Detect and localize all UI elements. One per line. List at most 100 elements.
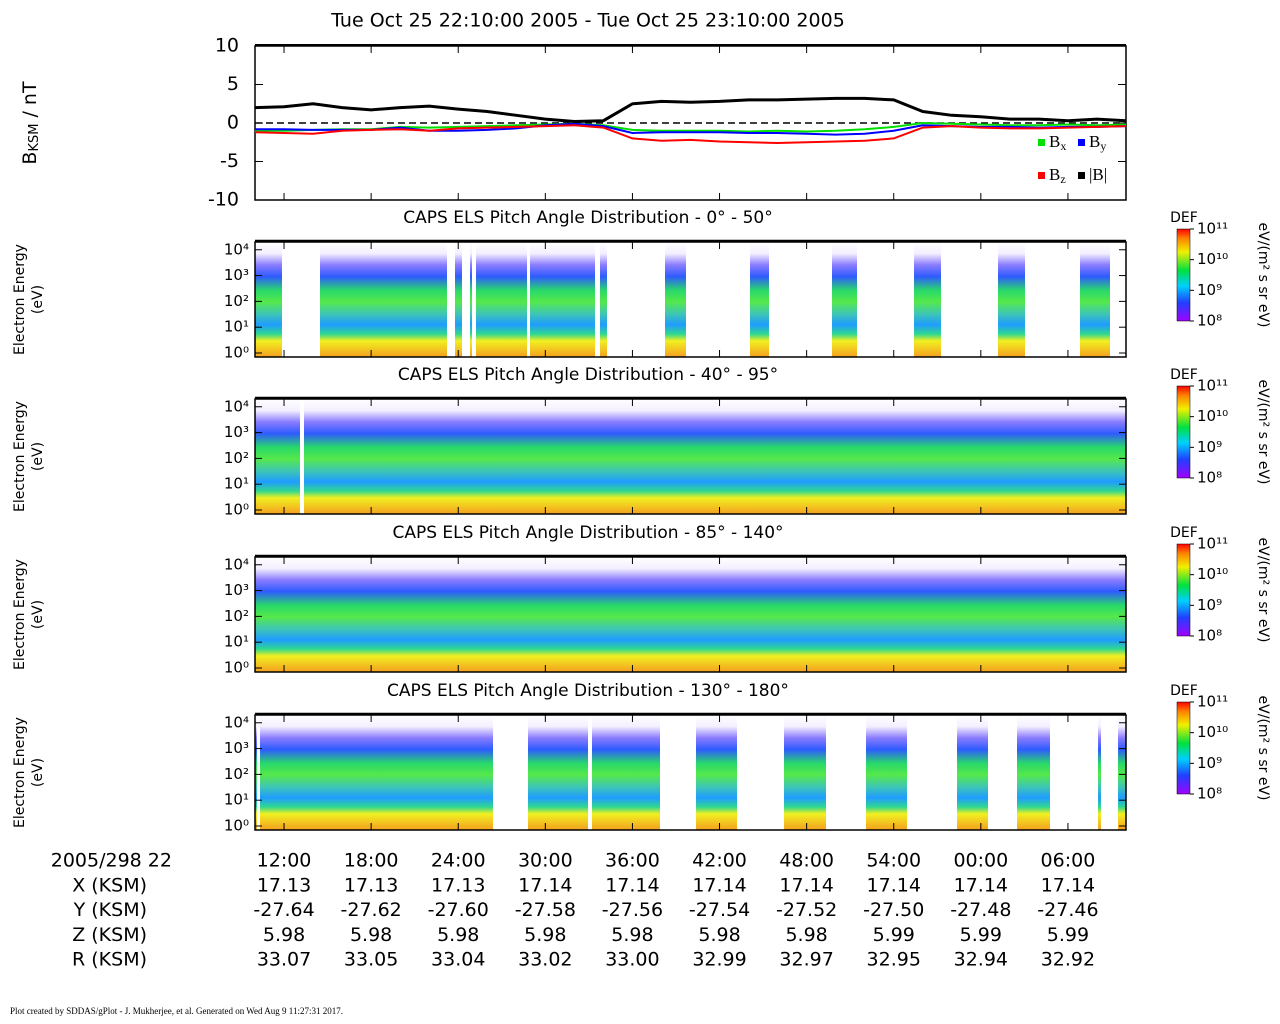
y-tick-label: 10⁴ — [224, 713, 249, 731]
y-axis-label: (eV) — [30, 285, 46, 314]
legend-swatch — [1078, 139, 1085, 146]
spectrogram — [255, 557, 1126, 672]
ephemeris-value: 32.97 — [779, 949, 833, 971]
colorbar-title: DEF — [1170, 210, 1198, 226]
ephemeris-value: 32.99 — [692, 949, 746, 971]
ephemeris-value: -27.60 — [428, 899, 489, 921]
y-tick-label: 10² — [224, 449, 249, 467]
y-axis-label: Electron Energy — [12, 401, 28, 512]
ephemeris-value: 33.04 — [431, 949, 485, 971]
ephemeris-value: 33.07 — [257, 949, 311, 971]
colorbar-title: DEF — [1170, 683, 1198, 699]
data-gap — [1101, 715, 1118, 830]
ephemeris-value: 17.14 — [605, 875, 659, 897]
legend-label: By — [1089, 132, 1106, 153]
x-tick-label: 06:00 — [1041, 850, 1096, 872]
ephemeris-row-label: X (KSM) — [72, 875, 147, 897]
ephemeris-value: 5.98 — [611, 924, 653, 946]
ephemeris-value: 5.99 — [873, 924, 915, 946]
data-gap — [595, 242, 600, 357]
data-gap — [857, 242, 914, 357]
legend-name: x — [1060, 139, 1066, 153]
ephemeris-value: -27.62 — [341, 899, 402, 921]
x-tick-label: 00:00 — [953, 850, 1008, 872]
y-tick-label: 10⁰ — [224, 659, 249, 677]
y-tick-label: 10³ — [224, 423, 249, 441]
colorbar-tick-label: 10⁸ — [1197, 627, 1222, 645]
data-gap — [988, 715, 1017, 830]
y-axis-label: Electron Energy — [12, 559, 28, 670]
colorbar-tick-label: 10¹¹ — [1197, 377, 1228, 395]
colorbar-unit: eV/(m² s sr eV) — [1255, 538, 1271, 643]
legend-swatch — [1038, 172, 1045, 179]
colorbar-tick-label: 10¹¹ — [1197, 535, 1228, 553]
colorbar-title: DEF — [1170, 367, 1198, 383]
ephemeris-value: 17.14 — [954, 875, 1008, 897]
data-gap — [257, 715, 260, 830]
y-tick-label: 10² — [224, 292, 249, 310]
data-gap — [769, 242, 832, 357]
panel-title: CAPS ELS Pitch Angle Distribution - 85° … — [392, 523, 783, 543]
y-tick-label: 10² — [224, 607, 249, 625]
ephemeris-value: 17.14 — [1041, 875, 1095, 897]
colorbar-tick-label: 10⁹ — [1197, 596, 1222, 614]
data-gap — [1025, 242, 1080, 357]
y-tick-label: 10³ — [224, 266, 249, 284]
panel-title: CAPS ELS Pitch Angle Distribution - 0° -… — [403, 208, 772, 228]
y-tick-label: 10 — [215, 35, 239, 57]
data-gap — [527, 242, 530, 357]
x-tick-label: 30:00 — [518, 850, 573, 872]
y-tick-label: 10⁴ — [224, 555, 249, 573]
y-axis-label: (eV) — [30, 758, 46, 787]
ephemeris-value: 5.98 — [263, 924, 305, 946]
ephemeris-value: 33.02 — [518, 949, 572, 971]
legend-label: Bx — [1049, 132, 1066, 153]
legend-label: Bz — [1049, 165, 1066, 186]
data-gap — [826, 715, 866, 830]
y-tick-label: 10⁴ — [224, 397, 249, 415]
ephemeris-value: -27.54 — [689, 899, 750, 921]
colorbar-tick-label: 10¹¹ — [1197, 693, 1228, 711]
legend-prefix: B — [1049, 165, 1060, 184]
ephemeris-value: 5.98 — [437, 924, 479, 946]
data-gap — [737, 715, 784, 830]
colorbar-tick-label: 10⁹ — [1197, 281, 1222, 299]
ephemeris-value: 5.99 — [960, 924, 1002, 946]
y-tick-label: 10² — [224, 765, 249, 783]
colorbar — [1176, 385, 1191, 479]
colorbar-unit: eV/(m² s sr eV) — [1255, 223, 1271, 328]
colorbar — [1176, 228, 1191, 322]
x-tick-label: 24:00 — [431, 850, 486, 872]
colorbar — [1176, 543, 1191, 637]
ephemeris-value: 5.98 — [350, 924, 392, 946]
y-axis-label: Electron Energy — [12, 717, 28, 828]
data-gap — [1110, 242, 1126, 357]
ephemeris-value: -27.56 — [602, 899, 663, 921]
data-gap — [907, 715, 957, 830]
ephemeris-value: -27.52 — [776, 899, 837, 921]
y-tick-label: 10⁰ — [224, 501, 249, 519]
y-tick-label: 10³ — [224, 739, 249, 757]
y-tick-label: 10⁰ — [224, 817, 249, 835]
ephemeris-value: 33.05 — [344, 949, 398, 971]
y-axis-label: (eV) — [30, 600, 46, 629]
colorbar-title: DEF — [1170, 525, 1198, 541]
ephemeris-value: 5.98 — [698, 924, 740, 946]
colorbar — [1176, 701, 1191, 795]
y-tick-label: 0 — [227, 112, 239, 134]
ephemeris-row-label: Z (KSM) — [72, 924, 147, 946]
ephemeris-value: 33.00 — [605, 949, 659, 971]
ephemeris-value: -27.64 — [253, 899, 314, 921]
y-tick-label: 10¹ — [224, 633, 249, 651]
chart-title: Tue Oct 25 22:10:00 2005 - Tue Oct 25 23… — [330, 10, 845, 32]
ephemeris-value: 32.94 — [954, 949, 1008, 971]
ephemeris-value: 5.98 — [524, 924, 566, 946]
ephemeris-value: -27.48 — [950, 899, 1011, 921]
ephemeris-value: 17.13 — [431, 875, 485, 897]
data-gap — [462, 242, 470, 357]
y-tick-label: -5 — [220, 150, 239, 172]
legend-name: y — [1100, 139, 1106, 153]
ephemeris-value: -27.58 — [515, 899, 576, 921]
y-tick-label: 10³ — [224, 581, 249, 599]
